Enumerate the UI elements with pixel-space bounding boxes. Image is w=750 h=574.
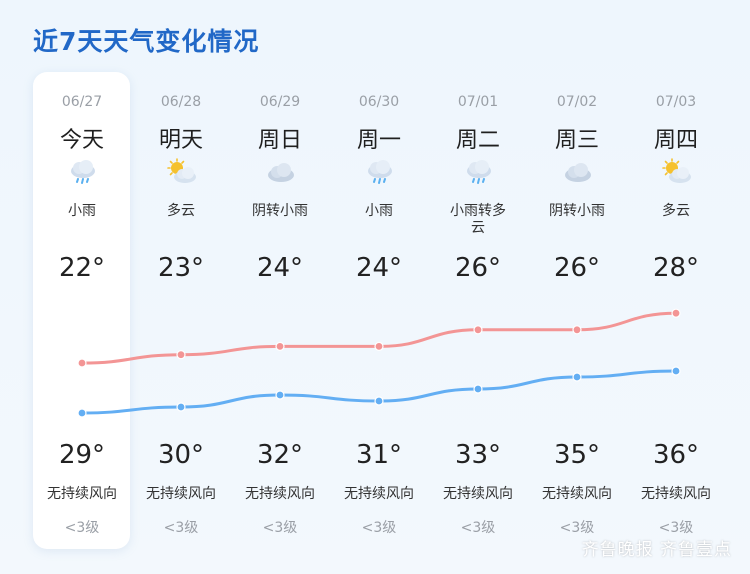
upper-temp-value: 24°: [355, 253, 403, 283]
lower-temp-value: 35°: [553, 440, 601, 470]
weather-desc: 小雨: [365, 203, 393, 219]
wind-level: <3级: [163, 520, 199, 536]
upper-temp-value: 24°: [256, 253, 304, 283]
overcast-icon: [265, 158, 297, 188]
weather-desc: 阴转小雨: [252, 203, 308, 219]
upper-temp-point: [671, 308, 681, 318]
wind-level: <3级: [658, 520, 694, 536]
lower-temp-point: [473, 384, 483, 394]
wind-direction: 无持续风向: [146, 486, 216, 502]
day-column[interactable]: 06/28 明天多云 23° 30° 无持续风向 <3级: [132, 72, 231, 549]
upper-temp-value: 28°: [652, 253, 700, 283]
day-column[interactable]: 07/03 周四多云 28° 36° 无持续风向 <3级: [627, 72, 726, 549]
lower-temp-point: [77, 408, 87, 418]
day-date: 07/01: [457, 94, 499, 110]
day-date: 06/29: [259, 94, 301, 110]
wind-direction: 无持续风向: [542, 486, 612, 502]
day-column[interactable]: 06/30 周一小雨 24° 31° 无持续风向 <3级: [330, 72, 429, 549]
lower-temp-value: 32°: [256, 440, 304, 470]
upper-temp-value: 26°: [553, 253, 601, 283]
wind-level: <3级: [64, 520, 100, 536]
partly-cloudy-icon: [166, 158, 198, 188]
wind-direction: 无持续风向: [344, 486, 414, 502]
lower-temp-value: 31°: [355, 440, 403, 470]
upper-temp-point: [473, 325, 483, 335]
upper-temp-point: [77, 358, 87, 368]
weather-desc: 多云: [662, 203, 690, 219]
rain-icon: [67, 158, 99, 188]
upper-temp-value: 22°: [58, 253, 106, 283]
upper-temp-value: 23°: [157, 253, 205, 283]
day-name: 今天: [59, 128, 104, 153]
lower-temp-value: 36°: [652, 440, 700, 470]
lower-temp-point: [671, 366, 681, 376]
day-name: 周日: [257, 128, 302, 153]
upper-temp-point: [275, 341, 285, 351]
day-name: 周一: [356, 128, 401, 153]
lower-temp-point: [572, 372, 582, 382]
lower-temp-curve: [81, 369, 677, 415]
lower-temp-value: 29°: [58, 440, 106, 470]
upper-temp-curve: [81, 311, 677, 365]
lower-temp-point: [176, 402, 186, 412]
day-name: 周二: [455, 128, 500, 153]
day-column[interactable]: 07/02 周三阴转小雨 26° 35° 无持续风向 <3级: [528, 72, 627, 549]
day-date: 06/28: [160, 94, 202, 110]
day-date: 06/30: [358, 94, 400, 110]
day-column[interactable]: 07/01 周二小雨转多云 26° 33° 无持续风向 <3级: [429, 72, 528, 549]
upper-temp-value: 26°: [454, 253, 502, 283]
lower-temp-value: 30°: [157, 440, 205, 470]
day-date: 07/02: [556, 94, 598, 110]
day-column[interactable]: 06/27 今天小雨 22° 29° 无持续风向 <3级: [33, 72, 132, 549]
lower-temp-point: [275, 390, 285, 400]
upper-temp-point: [176, 350, 186, 360]
wind-level: <3级: [460, 520, 496, 536]
upper-temp-point: [374, 341, 384, 351]
day-date: 06/27: [61, 94, 103, 110]
wind-direction: 无持续风向: [641, 486, 711, 502]
wind-level: <3级: [262, 520, 298, 536]
wind-direction: 无持续风向: [47, 486, 117, 502]
watermark: 齐鲁晚报 齐鲁壹点: [581, 540, 732, 560]
lower-temp-point: [374, 396, 384, 406]
rain-icon: [463, 158, 495, 188]
wind-level: <3级: [361, 520, 397, 536]
day-name: 周三: [554, 128, 599, 153]
partly-cloudy-icon: [661, 158, 693, 188]
weather-desc: 阴转小雨: [549, 203, 605, 219]
overcast-icon: [562, 158, 594, 188]
lower-temp-value: 33°: [454, 440, 502, 470]
rain-icon: [364, 158, 396, 188]
today-highlight-card: [33, 72, 130, 549]
page-title: 近7天天气变化情况: [33, 27, 260, 56]
day-name: 周四: [653, 128, 698, 153]
wind-direction: 无持续风向: [443, 486, 513, 502]
upper-temp-point: [572, 325, 582, 335]
weather-desc: 小雨转多云: [450, 203, 506, 236]
day-column[interactable]: 06/29 周日阴转小雨 24° 32° 无持续风向 <3级: [231, 72, 330, 549]
day-date: 07/03: [655, 94, 697, 110]
wind-direction: 无持续风向: [245, 486, 315, 502]
wind-level: <3级: [559, 520, 595, 536]
weather-desc: 小雨: [68, 203, 96, 219]
weather-desc: 多云: [167, 203, 195, 219]
day-name: 明天: [158, 128, 203, 153]
